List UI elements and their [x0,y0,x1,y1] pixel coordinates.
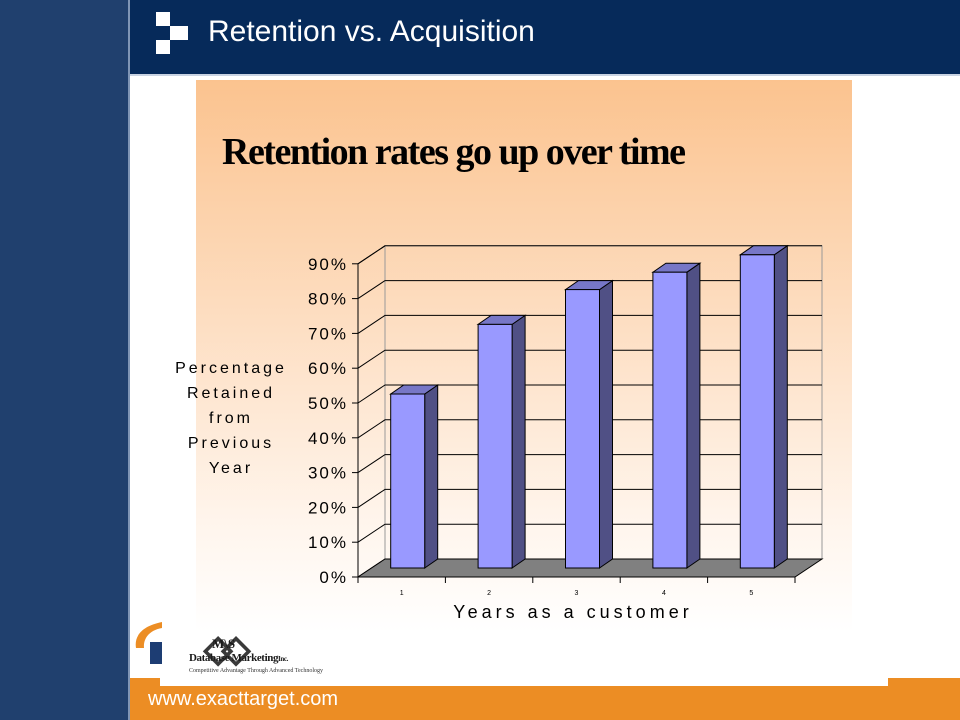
bar-side [686,262,701,569]
y-axis-top-edge [357,245,386,265]
x-tick-label: 5 [749,590,753,597]
chart-title: Retention rates go up over time [222,131,686,173]
y-axis-label: Percentage Retained from Previous Year [168,356,294,481]
y-tick-label: 10% [308,533,348,552]
header-divider [130,74,960,76]
x-axis-label: Years as a customer [453,602,693,622]
ms-logo-subtitle: Database MarketingInc. [189,652,288,664]
bar-side [599,279,613,569]
bar [565,289,600,569]
ms-logo-tagline: Competitive Advantage Through Advanced T… [189,668,323,674]
ms-database-marketing-logo-icon [202,636,252,667]
exacttarget-logo-icon [135,622,162,664]
bar-side [773,244,788,569]
sidebar-divider [128,0,130,720]
x-tick-label: 3 [575,590,579,597]
y-tick-label: 80% [308,290,348,309]
y-tick-label: 90% [308,255,348,274]
bar-side [511,314,526,569]
x-tick-label: 2 [487,590,491,597]
ms-logo-name: M\S [212,636,236,651]
footer-url: www.exacttarget.com [148,688,339,710]
ms-logo-inc: Inc. [278,655,288,663]
y-tick-label: 0% [319,568,348,587]
y-tick-label: 40% [308,429,348,448]
left-sidebar [0,0,128,720]
logo-squares-icon [156,12,190,56]
slide-title: Retention vs. Acquisition [208,15,535,48]
y-axis-label-line: Year [208,460,254,477]
y-tick-label: 60% [308,359,348,378]
y-axis-label-line: Previous [187,435,275,452]
y-axis-label-line: Retained [186,385,276,402]
bar [390,393,426,569]
y-tick-label: 30% [308,464,348,483]
x-tick-label: 4 [662,590,666,597]
header-bar [130,0,960,74]
x-tick-label: 1 [400,590,404,597]
bar [652,271,688,569]
bar [739,254,775,569]
ms-logo-subtitle-text: Database Marketing [189,652,279,664]
y-tick-label: 70% [308,324,348,343]
bar-side [424,384,439,569]
y-axis-label-line: Percentage [175,360,287,377]
footer-strip [160,660,888,686]
bar [477,323,513,569]
y-axis-label-line: from [209,410,253,427]
y-tick-label: 20% [308,498,348,517]
y-tick-label: 50% [308,394,348,413]
